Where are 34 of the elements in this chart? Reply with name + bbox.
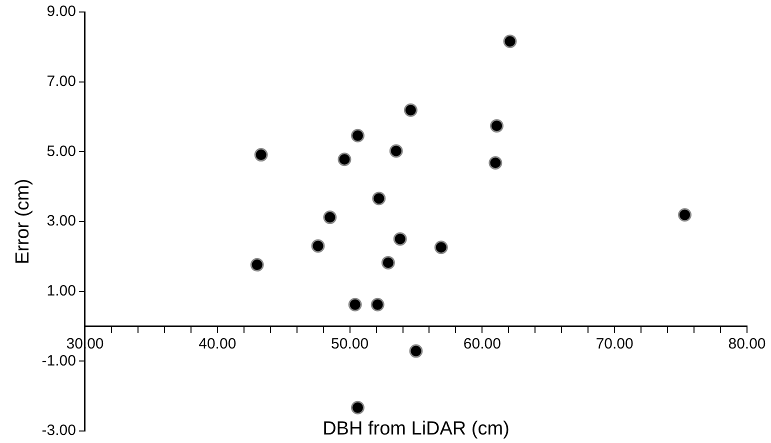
point <box>350 128 364 142</box>
point <box>254 148 268 162</box>
y-tick-label: 3.00 <box>46 212 76 230</box>
point <box>350 400 364 414</box>
point <box>434 240 448 254</box>
x-axis-title: DBH from LiDAR (cm) <box>322 418 510 440</box>
point <box>311 239 325 253</box>
point <box>490 119 504 133</box>
point <box>503 34 517 48</box>
point <box>372 192 386 206</box>
x-tick-label: 70.00 <box>596 335 634 352</box>
point <box>338 152 352 166</box>
point <box>488 156 502 170</box>
x-tick-label: 60.00 <box>463 335 501 352</box>
x-tick-label: 80.00 <box>728 335 766 352</box>
point <box>250 258 264 272</box>
y-tick-label: 9.00 <box>46 3 76 20</box>
point <box>393 232 407 246</box>
y-tick-label: 7.00 <box>46 72 76 90</box>
x-tick-label: 40.00 <box>198 335 236 352</box>
point <box>381 256 395 270</box>
point <box>404 103 418 117</box>
y-tick-label: -1.00 <box>42 352 76 370</box>
point <box>389 144 403 158</box>
y-tick-label: 1.00 <box>46 282 76 300</box>
y-tick-label: 5.00 <box>46 142 76 160</box>
point <box>323 210 337 224</box>
point <box>678 208 692 222</box>
y-axis-title: Error (cm) <box>12 178 34 264</box>
y-tick-label: -3.00 <box>42 422 76 440</box>
point <box>409 344 423 358</box>
x-tick-label: 50.00 <box>331 335 369 352</box>
point <box>348 298 362 312</box>
point <box>370 298 384 312</box>
